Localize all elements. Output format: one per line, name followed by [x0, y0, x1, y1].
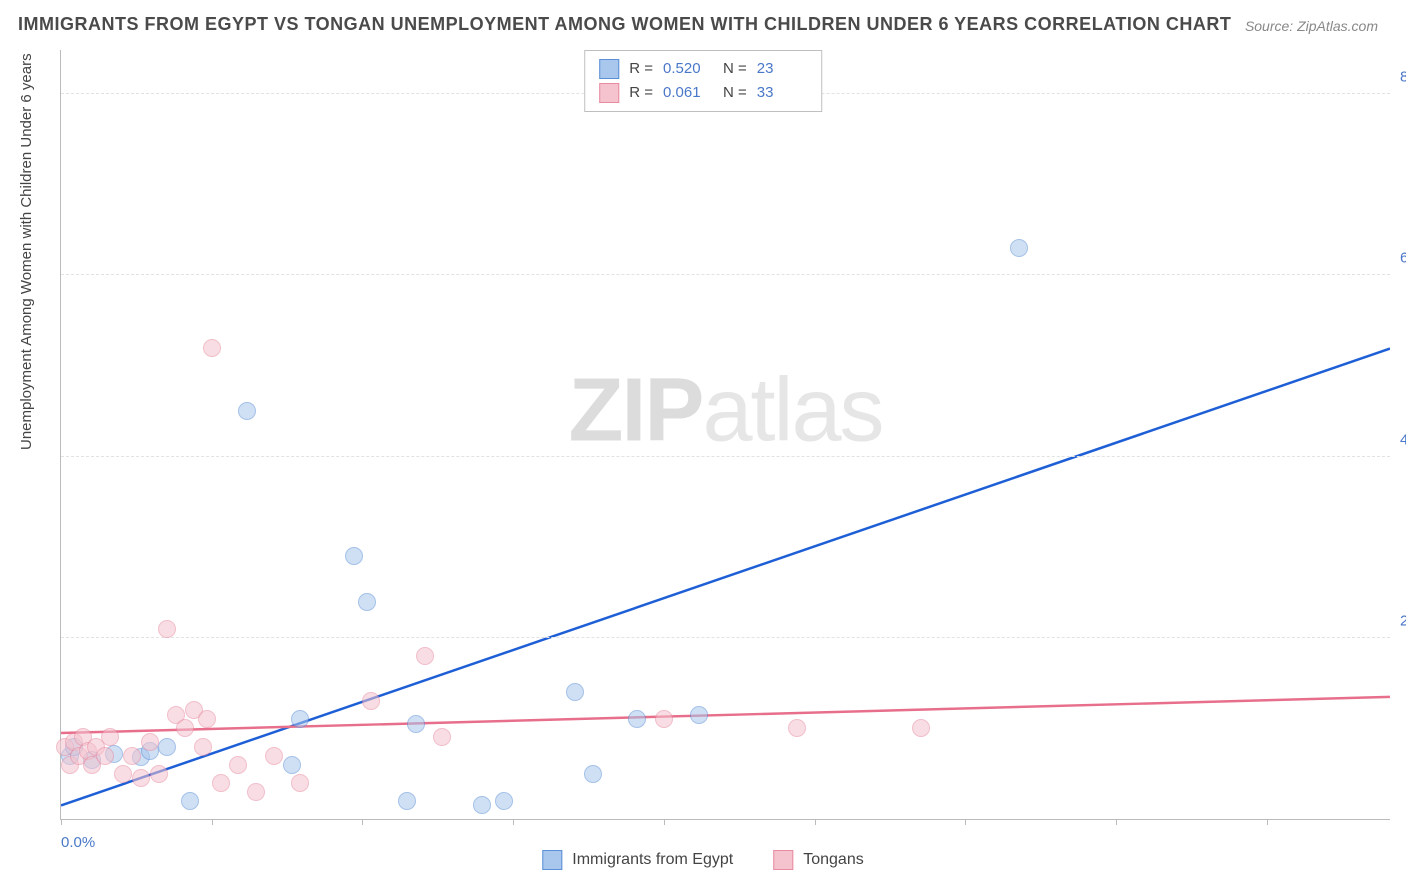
y-tick-label: 20.0% — [1400, 612, 1406, 629]
source-value: ZipAtlas.com — [1297, 18, 1378, 34]
scatter-point — [194, 738, 212, 756]
scatter-point — [238, 402, 256, 420]
scatter-point — [655, 710, 673, 728]
watermark: ZIPatlas — [568, 360, 882, 463]
scatter-point — [198, 710, 216, 728]
x-tick — [664, 819, 665, 825]
scatter-point — [433, 728, 451, 746]
scatter-point — [416, 647, 434, 665]
scatter-point — [123, 747, 141, 765]
y-tick-label: 60.0% — [1400, 250, 1406, 267]
source-label: Source: — [1245, 18, 1297, 34]
scatter-point — [345, 547, 363, 565]
chart-title: IMMIGRANTS FROM EGYPT VS TONGAN UNEMPLOY… — [18, 14, 1231, 35]
scatter-point — [181, 792, 199, 810]
scatter-point — [788, 719, 806, 737]
legend-swatch — [542, 850, 562, 870]
x-tick — [965, 819, 966, 825]
series-legend-label: Immigrants from Egypt — [572, 851, 733, 869]
scatter-point — [584, 765, 602, 783]
scatter-point — [158, 738, 176, 756]
scatter-point — [176, 719, 194, 737]
scatter-point — [358, 593, 376, 611]
gridline — [61, 456, 1390, 457]
series-legend-item: Tongans — [773, 850, 864, 870]
series-legend: Immigrants from Egypt Tongans — [542, 850, 863, 870]
n-label: N = — [723, 81, 747, 105]
n-label: N = — [723, 57, 747, 81]
scatter-point — [132, 769, 150, 787]
scatter-point — [291, 710, 309, 728]
scatter-point — [247, 783, 265, 801]
legend-swatch — [773, 850, 793, 870]
scatter-point — [150, 765, 168, 783]
x-tick-label: 0.0% — [61, 834, 95, 851]
x-tick — [1116, 819, 1117, 825]
scatter-point — [407, 715, 425, 733]
series-legend-item: Immigrants from Egypt — [542, 850, 733, 870]
scatter-point — [141, 733, 159, 751]
r-label: R = — [629, 81, 653, 105]
trendlines-svg — [61, 50, 1390, 819]
n-value: 23 — [757, 57, 807, 81]
x-tick — [362, 819, 363, 825]
scatter-point — [690, 706, 708, 724]
correlation-legend: R = 0.520 N = 23 R = 0.061 N = 33 — [584, 50, 822, 112]
scatter-point — [265, 747, 283, 765]
scatter-point — [96, 747, 114, 765]
scatter-point — [473, 796, 491, 814]
scatter-point — [212, 774, 230, 792]
scatter-point — [101, 728, 119, 746]
watermark-light: atlas — [702, 361, 882, 461]
x-tick — [513, 819, 514, 825]
legend-swatch — [599, 59, 619, 79]
scatter-point — [398, 792, 416, 810]
gridline — [61, 274, 1390, 275]
trend-line — [61, 349, 1390, 806]
x-tick — [61, 819, 62, 825]
scatter-point — [114, 765, 132, 783]
watermark-bold: ZIP — [568, 361, 702, 461]
scatter-point — [362, 692, 380, 710]
trend-line — [61, 697, 1390, 733]
scatter-point — [566, 683, 584, 701]
plot-area: ZIPatlas 20.0%40.0%60.0%80.0%0.0%15.0% — [60, 50, 1390, 820]
x-tick — [1267, 819, 1268, 825]
scatter-point — [158, 620, 176, 638]
x-tick — [815, 819, 816, 825]
x-tick — [212, 819, 213, 825]
n-value: 33 — [757, 81, 807, 105]
correlation-legend-row: R = 0.520 N = 23 — [599, 57, 807, 81]
scatter-point — [628, 710, 646, 728]
scatter-point — [912, 719, 930, 737]
source-attribution: Source: ZipAtlas.com — [1245, 18, 1378, 34]
scatter-point — [291, 774, 309, 792]
scatter-point — [495, 792, 513, 810]
r-value: 0.520 — [663, 57, 713, 81]
scatter-point — [203, 339, 221, 357]
r-label: R = — [629, 57, 653, 81]
scatter-point — [1010, 239, 1028, 257]
y-tick-label: 40.0% — [1400, 431, 1406, 448]
y-tick-label: 80.0% — [1400, 69, 1406, 86]
y-axis-label: Unemployment Among Women with Children U… — [18, 53, 35, 450]
correlation-legend-row: R = 0.061 N = 33 — [599, 81, 807, 105]
r-value: 0.061 — [663, 81, 713, 105]
scatter-point — [283, 756, 301, 774]
series-legend-label: Tongans — [803, 851, 864, 869]
gridline — [61, 637, 1390, 638]
legend-swatch — [599, 83, 619, 103]
scatter-point — [229, 756, 247, 774]
